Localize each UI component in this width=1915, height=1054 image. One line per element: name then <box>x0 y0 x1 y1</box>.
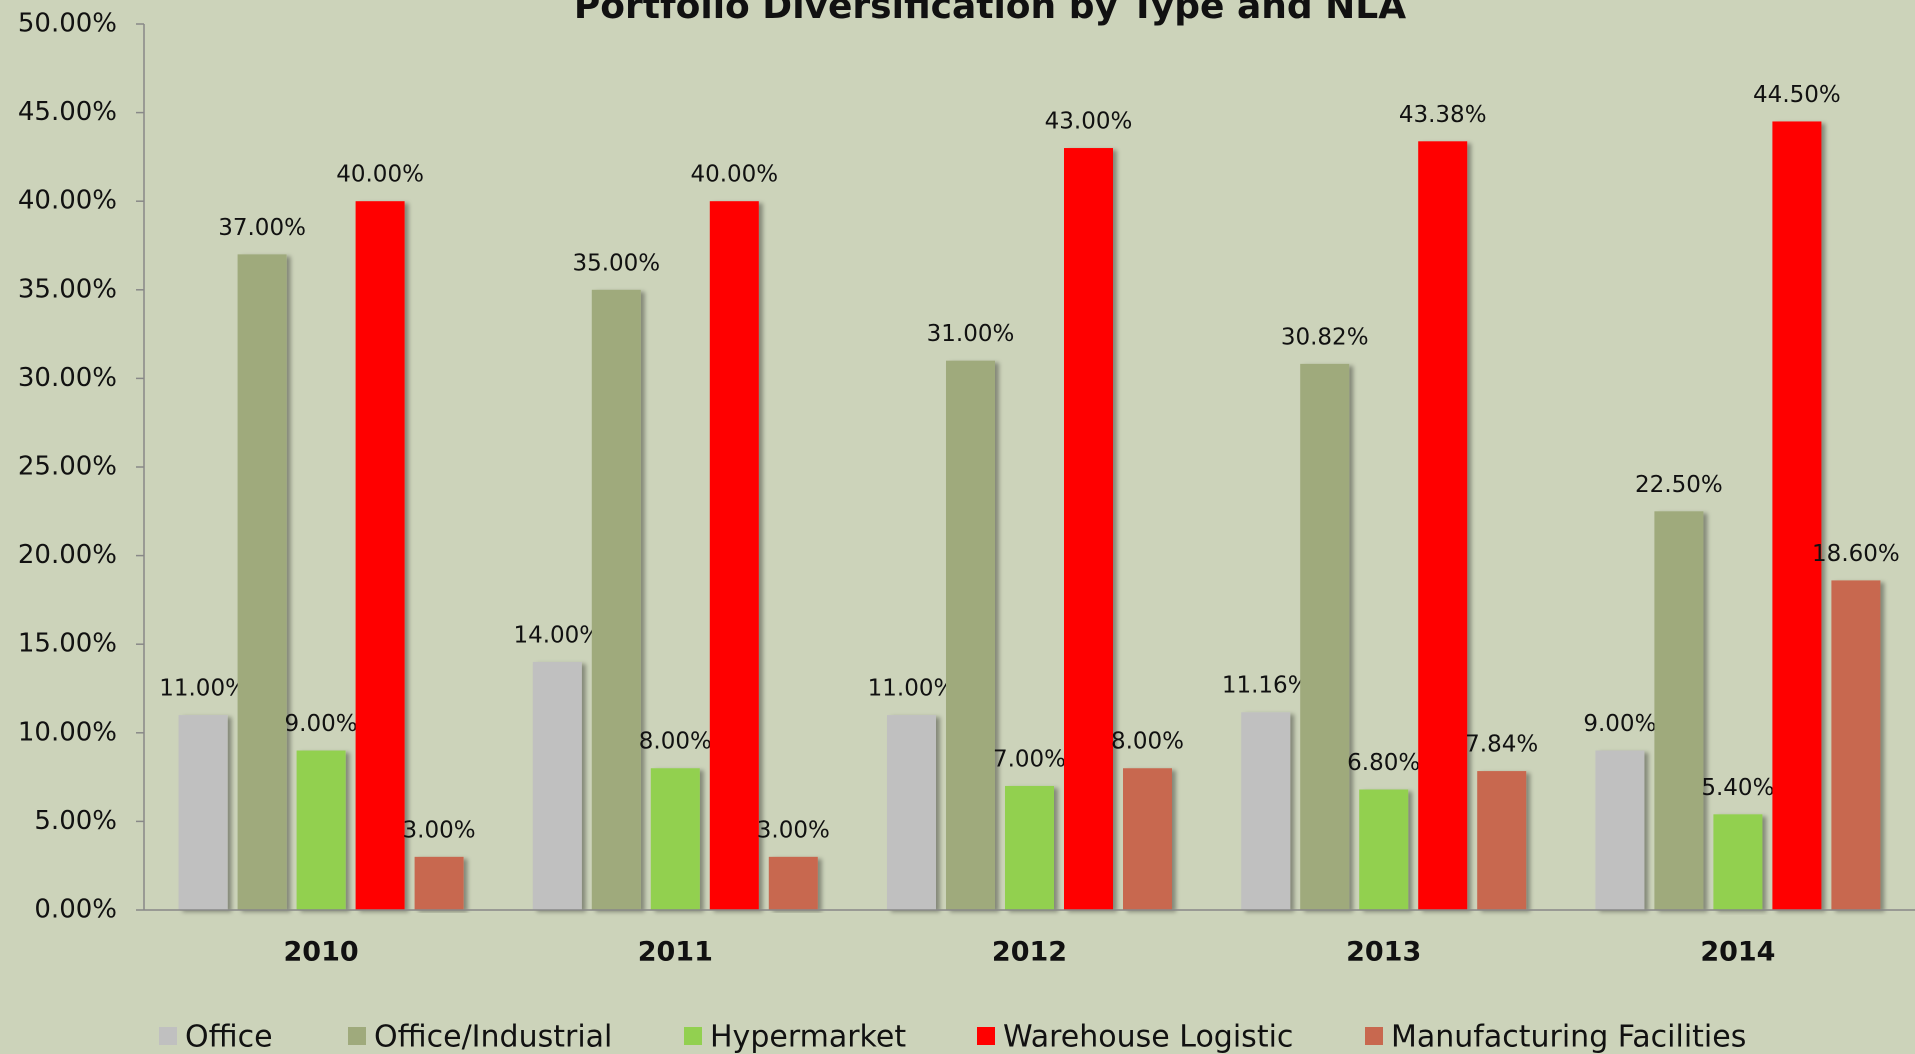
bar <box>1005 785 1054 910</box>
legend-swatch <box>348 1027 366 1045</box>
y-tick-label: 15.00% <box>18 629 117 659</box>
y-tick-label: 0.00% <box>34 895 117 925</box>
bar <box>650 768 700 910</box>
legend-label: Office <box>185 1020 273 1054</box>
value-label: 40.00% <box>690 162 778 188</box>
value-label: 30.82% <box>1281 324 1369 350</box>
bar <box>1654 511 1704 910</box>
value-label: 43.38% <box>1399 102 1487 128</box>
value-label: 22.50% <box>1635 472 1723 498</box>
bar <box>1241 712 1291 910</box>
bar <box>768 856 818 910</box>
value-label: 6.80% <box>1347 750 1420 776</box>
value-label: 8.00% <box>639 729 712 755</box>
y-tick-label: 25.00% <box>18 452 117 482</box>
bar <box>1831 580 1881 910</box>
x-tick-label: 2013 <box>1346 937 1421 968</box>
bar <box>709 201 759 910</box>
legend-label: Warehouse Logistic <box>1003 1020 1293 1054</box>
y-tick-label: 45.00% <box>18 97 117 127</box>
bar <box>355 201 405 910</box>
x-tick-label: 2014 <box>1700 937 1775 968</box>
bar <box>1477 771 1527 910</box>
value-label: 44.50% <box>1753 82 1841 108</box>
value-label: 9.00% <box>285 711 358 737</box>
legend-label: Office/Industrial <box>374 1020 612 1054</box>
value-label: 37.00% <box>218 215 306 241</box>
value-label: 11.00% <box>159 676 247 702</box>
value-label: 9.00% <box>1583 711 1656 737</box>
y-tick-label: 35.00% <box>18 274 117 304</box>
bar <box>1064 148 1113 911</box>
y-tick-label: 10.00% <box>18 717 117 747</box>
y-tick-label: 30.00% <box>18 363 117 393</box>
value-label: 3.00% <box>403 817 476 843</box>
value-label: 43.00% <box>1045 109 1133 135</box>
legend-swatch <box>684 1027 702 1045</box>
value-label: 7.00% <box>993 746 1066 772</box>
bar <box>1123 768 1172 910</box>
legend-swatch <box>159 1027 177 1045</box>
x-tick-label: 2012 <box>992 937 1067 968</box>
value-label: 11.16% <box>1222 673 1310 699</box>
bar <box>1595 750 1645 910</box>
chart-title: Portfolio Diversification by Type and NL… <box>574 0 1406 27</box>
bar <box>296 750 346 910</box>
bar <box>887 715 936 910</box>
legend-label: Manufacturing Facilities <box>1391 1020 1746 1054</box>
value-label: 5.40% <box>1701 775 1774 801</box>
bar <box>237 254 287 911</box>
bar <box>532 661 582 910</box>
legend-swatch <box>977 1027 995 1045</box>
value-label: 31.00% <box>927 321 1015 347</box>
y-tick-label: 50.00% <box>18 9 117 39</box>
value-label: 7.84% <box>1465 732 1538 758</box>
bar <box>1713 814 1763 910</box>
value-label: 3.00% <box>757 817 830 843</box>
value-label: 40.00% <box>336 162 424 188</box>
value-label: 8.00% <box>1111 729 1184 755</box>
bar <box>1359 789 1409 910</box>
value-label: 18.60% <box>1812 541 1900 567</box>
value-label: 35.00% <box>572 250 660 276</box>
legend-swatch <box>1365 1027 1383 1045</box>
bar <box>1418 141 1468 910</box>
x-tick-label: 2010 <box>284 937 359 968</box>
bar <box>414 856 464 910</box>
bar <box>591 289 641 910</box>
value-label: 11.00% <box>868 676 956 702</box>
value-label: 14.00% <box>513 622 601 648</box>
y-tick-label: 20.00% <box>18 540 117 570</box>
bar <box>946 360 995 910</box>
x-tick-label: 2011 <box>638 937 713 968</box>
bar <box>1772 121 1822 910</box>
y-tick-label: 40.00% <box>18 186 117 216</box>
bar <box>178 715 228 910</box>
bar <box>1300 363 1350 910</box>
y-tick-label: 5.00% <box>34 806 117 836</box>
legend-label: Hypermarket <box>710 1020 906 1054</box>
